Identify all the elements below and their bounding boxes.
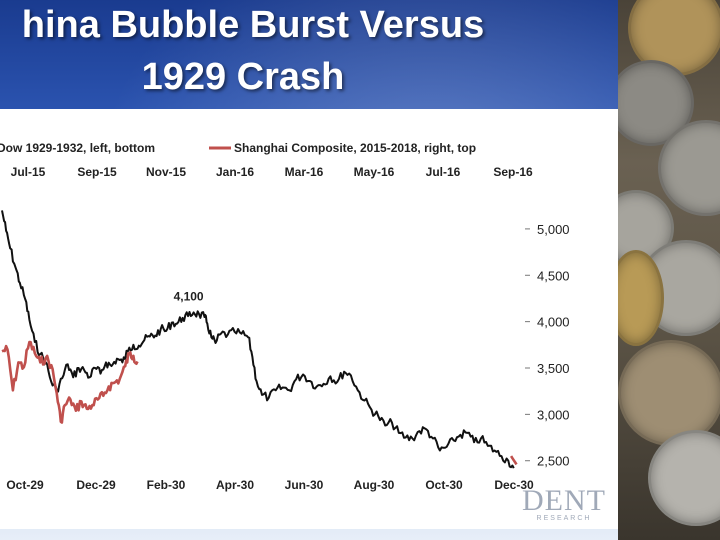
shanghai-series-line: [1, 340, 139, 424]
top-tick-label: Jan-16: [216, 165, 254, 179]
top-tick-label: Jul-15: [11, 165, 46, 179]
bottom-tick-label: Apr-30: [216, 478, 254, 492]
dow-series-line: [1, 210, 515, 469]
dent-research-logo: DENT RESEARCH: [516, 484, 612, 524]
shanghai-series-tail: [509, 455, 518, 466]
coins-photo: [618, 0, 720, 540]
peak-annotation: 4,100: [174, 289, 204, 303]
right-tick-label: 5,000: [537, 222, 570, 237]
coin-image: [638, 240, 720, 336]
top-tick-label: Nov-15: [146, 165, 186, 179]
right-tick-label: 2,500: [537, 454, 570, 469]
coin-image: [618, 250, 664, 346]
top-tick-label: May-16: [354, 165, 395, 179]
coin-image: [618, 340, 720, 446]
right-tick-label: 3,500: [537, 361, 570, 376]
legend-label-shanghai: Shanghai Composite, 2015-2018, right, to…: [234, 141, 476, 155]
chart-panel: [0, 109, 618, 529]
logo-word: DENT: [522, 484, 606, 517]
right-tick-label: 3,000: [537, 407, 570, 422]
coin-image: [648, 430, 720, 526]
slide-title-line1: hina Bubble Burst Versus: [21, 4, 485, 46]
bottom-tick-label: Oct-30: [425, 478, 463, 492]
right-axis-ticks: 5,000 4,500 4,000 3,500 3,000 2,500: [525, 222, 570, 469]
bottom-tick-label: Dec-30: [494, 478, 534, 492]
top-tick-label: Mar-16: [285, 165, 324, 179]
logo-subtitle: RESEARCH: [536, 515, 592, 522]
right-tick-label: 4,000: [537, 315, 570, 330]
bottom-axis-ticks: Oct-29 Dec-29 Feb-30 Apr-30 Jun-30 Aug-30 Oct-…: [6, 478, 534, 492]
bottom-tick-label: Feb-30: [147, 478, 186, 492]
top-axis-ticks: Jul-15 Sep-15 Nov-15 Jan-16 Mar-16 May-16 Jul-…: [11, 165, 533, 179]
bottom-tick-label: Aug-30: [354, 478, 395, 492]
bottom-tick-label: Dec-29: [76, 478, 116, 492]
top-tick-label: Jul-16: [426, 165, 461, 179]
legend-label-dow: Dow 1929-1932, left, bottom: [0, 141, 155, 155]
bottom-tick-label: Oct-29: [6, 478, 44, 492]
bottom-tick-label: Jun-30: [285, 478, 324, 492]
top-tick-label: Sep-16: [493, 165, 533, 179]
slide-title-line2: 1929 Crash: [141, 56, 345, 98]
right-tick-label: 4,500: [537, 268, 570, 283]
top-tick-label: Sep-15: [77, 165, 117, 179]
